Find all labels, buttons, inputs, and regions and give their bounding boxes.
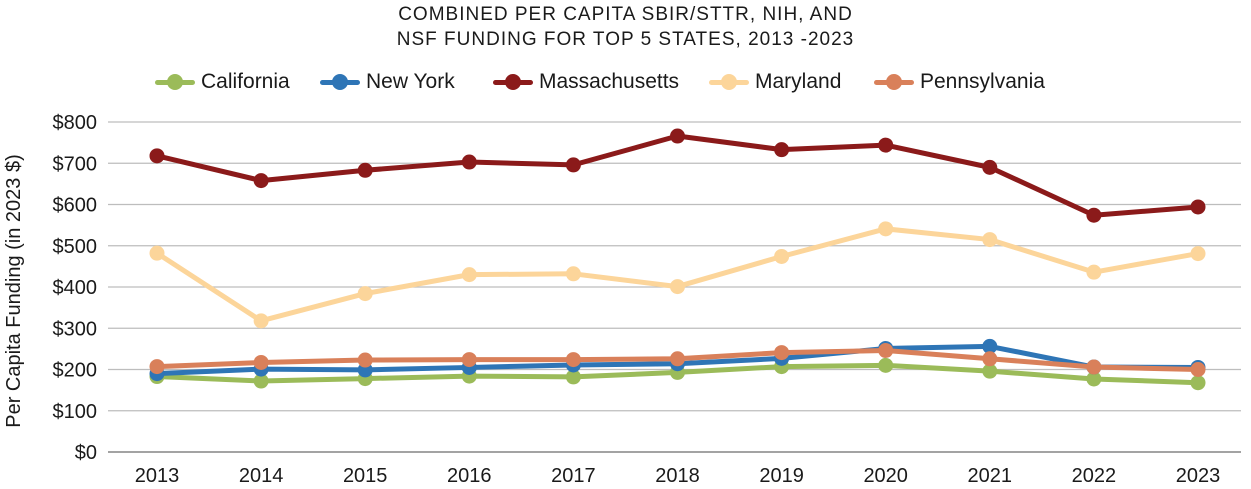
data-point-maryland <box>149 245 165 261</box>
legend-item: Pennsylvania <box>874 68 1045 96</box>
data-point-massachusetts <box>670 128 685 144</box>
x-tick-label: 2020 <box>863 465 908 487</box>
series-line-massachusetts <box>154 133 1201 218</box>
legend-item: Massachusetts <box>493 68 679 96</box>
y-tick-label: $300 <box>53 318 98 340</box>
data-point-maryland <box>878 221 894 237</box>
data-point-pennsylvania <box>461 352 477 368</box>
x-tick-label: 2021 <box>968 465 1013 487</box>
data-point-massachusetts <box>774 142 790 158</box>
chart-title-line-1: COMBINED PER CAPITA SBIR/STTR, NIH, AND <box>398 4 853 25</box>
y-tick-label: $0 <box>75 442 97 464</box>
x-tick-label: 2015 <box>343 465 388 487</box>
data-point-pennsylvania <box>1190 362 1206 377</box>
data-point-massachusetts <box>357 162 373 178</box>
legend-item: California <box>155 68 290 96</box>
y-tick-label: $600 <box>53 195 98 217</box>
legend-label: Maryland <box>755 70 842 93</box>
x-tick-label: 2019 <box>759 465 804 487</box>
y-tick-label: $400 <box>53 277 98 299</box>
legend-swatch <box>493 68 533 96</box>
legend-swatch <box>155 68 195 96</box>
legend-swatch <box>709 68 749 96</box>
x-tick-label: 2022 <box>1072 465 1117 487</box>
y-axis-title: Per Capita Funding (in 2023 $) <box>3 154 25 428</box>
chart-title: COMBINED PER CAPITA SBIR/STTR, NIH, AND … <box>0 2 1251 52</box>
chart-legend: California New York Massachusetts Maryland P… <box>0 68 1251 96</box>
data-point-california <box>565 369 581 385</box>
data-point-pennsylvania <box>565 352 581 368</box>
data-point-pennsylvania <box>982 351 998 367</box>
data-point-new-york <box>982 338 998 354</box>
data-point-maryland <box>774 248 790 264</box>
y-tick-label: $500 <box>53 236 98 258</box>
data-point-massachusetts <box>878 137 894 153</box>
data-point-california <box>253 373 269 389</box>
y-tick-label: $100 <box>53 401 98 423</box>
x-tick-label: 2013 <box>135 465 180 487</box>
data-point-massachusetts <box>982 159 998 175</box>
legend-swatch <box>320 68 360 96</box>
legend-item: Maryland <box>709 68 841 96</box>
data-point-pennsylvania <box>670 351 685 367</box>
y-tick-label: $200 <box>53 360 98 382</box>
data-point-maryland <box>357 286 373 302</box>
series-line-maryland <box>154 226 1201 324</box>
legend-swatch <box>874 68 914 96</box>
data-point-massachusetts <box>253 173 269 189</box>
data-point-maryland <box>670 279 685 295</box>
data-point-pennsylvania <box>149 359 165 375</box>
data-point-pennsylvania <box>774 345 790 361</box>
data-point-pennsylvania <box>253 354 269 370</box>
data-point-maryland <box>461 267 477 283</box>
y-tick-label: $700 <box>53 153 98 175</box>
data-point-maryland <box>565 266 581 282</box>
chart-title-line-2: NSF FUNDING FOR TOP 5 STATES, 2013 -2023 <box>396 29 855 50</box>
data-point-california <box>878 357 894 373</box>
data-point-massachusetts <box>1190 199 1206 215</box>
data-point-pennsylvania <box>357 352 373 368</box>
data-point-massachusetts <box>1086 207 1102 223</box>
data-point-massachusetts <box>461 154 477 170</box>
x-tick-label: 2017 <box>551 465 596 487</box>
data-point-maryland <box>1086 264 1102 280</box>
data-point-maryland <box>982 232 998 248</box>
data-point-maryland <box>1190 246 1206 262</box>
legend-label: Massachusetts <box>539 70 680 93</box>
data-point-california <box>982 363 998 379</box>
data-point-maryland <box>253 313 269 329</box>
legend-label: Pennsylvania <box>920 70 1045 93</box>
x-tick-label: 2023 <box>1176 465 1221 487</box>
x-tick-label: 2018 <box>655 465 700 487</box>
legend-item: New York <box>320 68 455 96</box>
data-point-massachusetts <box>149 148 165 164</box>
legend-label: California <box>201 70 290 93</box>
data-point-massachusetts <box>565 157 581 173</box>
y-tick-label: $800 <box>53 112 98 134</box>
x-tick-label: 2014 <box>239 465 284 487</box>
data-point-california <box>1190 375 1206 391</box>
x-tick-label: 2016 <box>447 465 492 487</box>
legend-label: New York <box>366 70 455 93</box>
data-point-california <box>1086 371 1102 387</box>
data-point-pennsylvania <box>878 343 894 359</box>
data-point-pennsylvania <box>1086 359 1102 375</box>
